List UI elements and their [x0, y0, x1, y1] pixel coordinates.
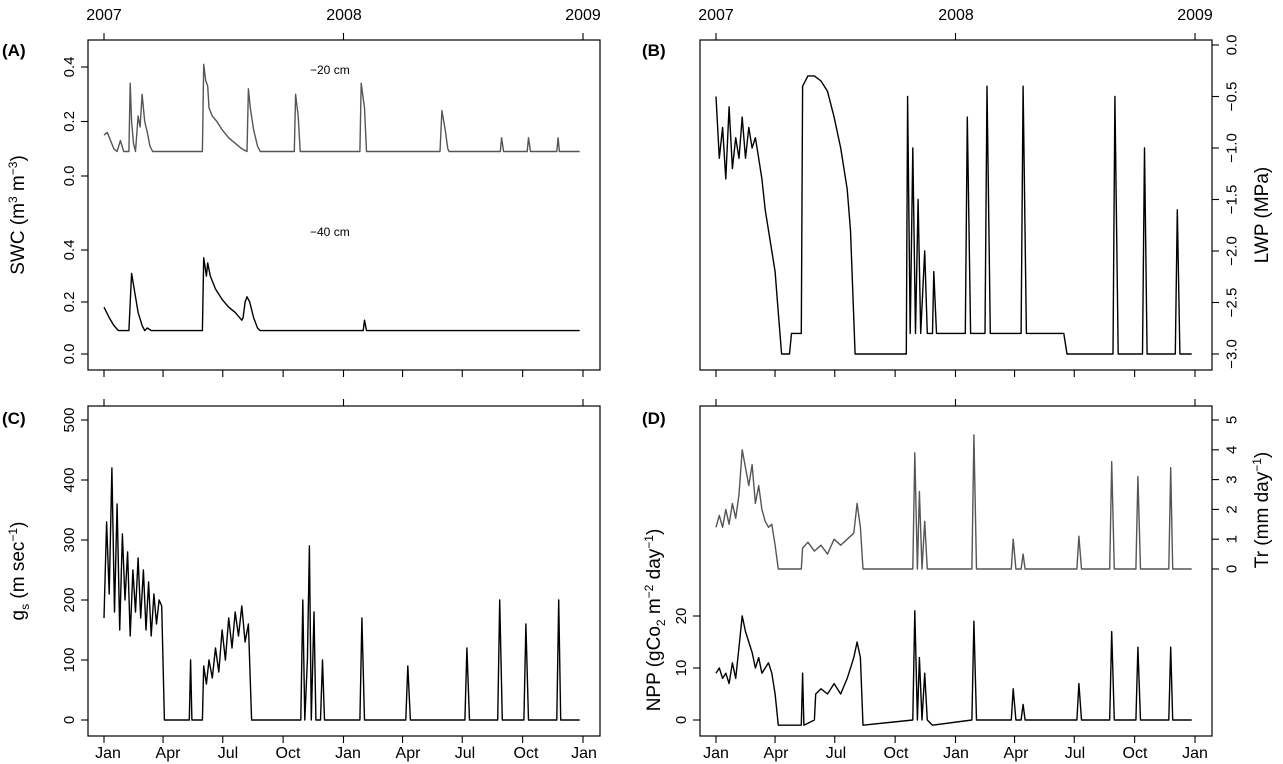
panel-b-y-axis-title: LWP (MPa) — [1252, 167, 1273, 263]
year-label-b-2008: 2008 — [938, 7, 974, 24]
y-axis-tr-tick-label: 3 — [1223, 475, 1240, 483]
month-label: Jan — [95, 745, 121, 762]
month-label: Apr — [156, 745, 182, 762]
year-label-a-2009: 2009 — [565, 7, 601, 24]
y-axis-swc-40cm-tick-label: 0.2 — [61, 292, 78, 313]
month-label: Jul — [1065, 745, 1085, 762]
month-label: Jul — [826, 745, 846, 762]
panel-c-month-labels: Jan Apr Jul Oct Jan Apr Jul Oct Jan — [95, 745, 597, 762]
panel-b-frame — [699, 39, 1213, 371]
y-axis-tr-tick-label: 2 — [1223, 505, 1240, 513]
y-axis-tr-tick-label: 5 — [1223, 416, 1240, 424]
panel-a-annotation-40cm: −40 cm — [310, 225, 350, 239]
month-label: Jan — [571, 745, 597, 762]
month-label: Jan — [335, 745, 361, 762]
panel-c-y-axis-title: gs (m sec−1) — [6, 522, 32, 621]
y-axis-lwp-tick-label: 0.0 — [1223, 35, 1240, 56]
y-axis-lwp-tick-label: −0.5 — [1223, 82, 1240, 112]
panel-d-left-y-axis-title: NPP (gCo2 m−2 day−1) — [642, 529, 668, 712]
panel-d-label: (D) — [642, 409, 666, 428]
panel-c-frame — [87, 405, 601, 737]
y-axis-npp-tick-label: 0 — [673, 716, 690, 724]
year-label-a-2008: 2008 — [326, 7, 362, 24]
y-axis-lwp-tick-label: −1.5 — [1223, 185, 1240, 215]
month-label: Jul — [455, 745, 475, 762]
series-line-tr — [715, 434, 1192, 570]
y-axis-swc-20cm-tick-label: 0.4 — [61, 57, 78, 78]
month-label: Jan — [1182, 745, 1208, 762]
month-label: Apr — [1004, 745, 1030, 762]
series-line-npp — [715, 610, 1192, 726]
panel-a-frame — [87, 39, 601, 371]
month-label: Oct — [1123, 745, 1148, 762]
y-axis-swc-40cm-tick-label: 0.4 — [61, 240, 78, 261]
y-axis-gs-tick-label: 300 — [61, 527, 78, 552]
month-label: Jul — [218, 745, 238, 762]
month-label: Oct — [884, 745, 909, 762]
y-axis-gs-tick-label: 200 — [61, 587, 78, 612]
month-label: Oct — [276, 745, 301, 762]
month-label: Jan — [943, 745, 969, 762]
month-label: Apr — [764, 745, 790, 762]
y-axis-swc-20cm-tick-label: 0.0 — [61, 166, 78, 187]
year-label-a-2007: 2007 — [86, 7, 122, 24]
y-axis-npp-tick-label: 10 — [673, 660, 690, 677]
y-axis-lwp-tick-label: −3.0 — [1223, 339, 1240, 369]
panel-d-month-labels: Jan Apr Jul Oct Jan Apr Jul Oct Jan — [703, 745, 1208, 762]
y-axis-swc-40cm-tick-label: 0.0 — [61, 344, 78, 365]
month-label: Jan — [703, 745, 729, 762]
y-axis-lwp-tick-label: −1.0 — [1223, 133, 1240, 163]
series-line-lwp — [715, 75, 1192, 355]
panel-c-label: (C) — [2, 409, 26, 428]
panel-a-y-axis-title: SWC (m3 m−3) — [6, 155, 29, 275]
year-label-b-2009: 2009 — [1177, 7, 1213, 24]
panel-a-annotation-20cm: −20 cm — [310, 63, 350, 77]
y-axis-lwp-tick-label: −2.0 — [1223, 236, 1240, 266]
y-axis-tr-tick-label: 0 — [1223, 565, 1240, 573]
y-axis-gs-tick-label: 100 — [61, 647, 78, 672]
y-axis-gs-tick-label: 400 — [61, 467, 78, 492]
y-axis-gs-tick-label: 500 — [61, 407, 78, 432]
panel-d-right-y-axis-title: Tr (mm day−1) — [1250, 452, 1273, 568]
y-axis-lwp-tick-label: −2.5 — [1223, 288, 1240, 318]
y-axis-swc-20cm-tick-label: 0.2 — [61, 111, 78, 132]
y-axis-tr-tick-label: 4 — [1223, 446, 1240, 454]
month-label: Oct — [514, 745, 539, 762]
panel-b-label: (B) — [642, 41, 666, 60]
chart-marks-layer: 0.0 0.2 0.4 0.0 0.2 0.4 −3.0 −2.5 −2.0 −1.5 −1.0 −0… — [61, 33, 1240, 743]
series-line-swc-20cm — [103, 63, 580, 153]
y-axis-gs-tick-label: 0 — [61, 716, 78, 724]
series-line-swc-40cm — [103, 257, 580, 332]
panel-a-label: (A) — [2, 41, 26, 60]
y-axis-npp-tick-label: 20 — [673, 608, 690, 625]
year-label-b-2007: 2007 — [698, 7, 734, 24]
series-line-gs — [103, 467, 580, 721]
month-label: Apr — [396, 745, 422, 762]
panel-d-frame — [699, 405, 1213, 737]
y-axis-tr-tick-label: 1 — [1223, 535, 1240, 543]
